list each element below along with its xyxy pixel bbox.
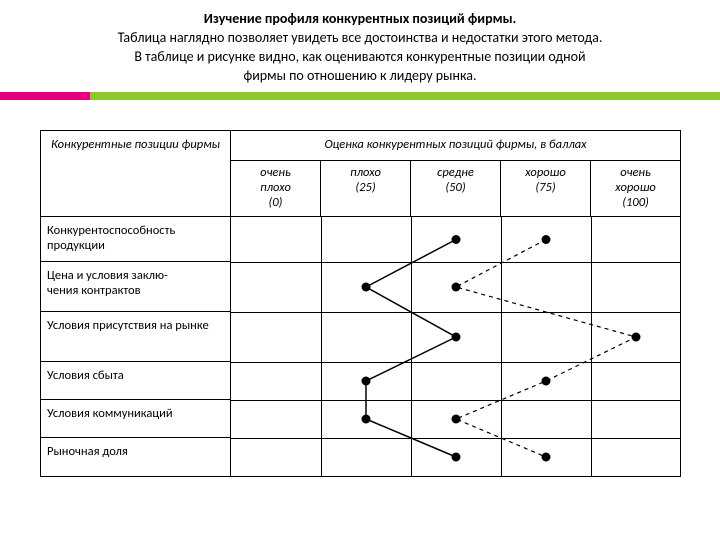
- col-header-4: оченьхорошо(100): [591, 160, 681, 216]
- content-area: Конкурентные позиции фирмы Оценка конкур…: [0, 100, 720, 477]
- row-label-4: Условия коммуникаций: [41, 400, 231, 438]
- accent-bar-green: [90, 92, 720, 100]
- header-right: Оценка конкурентных позиций фирмы, в бал…: [231, 130, 681, 160]
- header-line3: фирмы по отношению к лидеру рынка.: [244, 67, 477, 84]
- col-header-2: средне(50): [411, 160, 501, 216]
- chart-marker: [452, 235, 461, 244]
- header-line2: В таблице и рисунке видно, как оценивают…: [134, 48, 585, 65]
- chart-marker: [362, 282, 371, 291]
- chart-cell: [231, 216, 681, 476]
- chart-marker: [542, 235, 551, 244]
- header-left: Конкурентные позиции фирмы: [41, 130, 231, 216]
- col-header-3: хорошо(75): [501, 160, 591, 216]
- chart-marker: [632, 332, 641, 341]
- row-label-0: Конкурентоспособность продукции: [41, 216, 231, 261]
- chart-marker: [542, 376, 551, 385]
- header-line1: Таблица наглядно позволяет увидеть все д…: [118, 29, 603, 46]
- chart-marker: [452, 282, 461, 291]
- header-title: Изучение профиля конкурентных позиций фи…: [204, 10, 517, 27]
- row-label-5: Рыночная доля: [41, 438, 231, 476]
- accent-bar: [0, 92, 720, 100]
- profile-table: Конкурентные позиции фирмы Оценка конкур…: [40, 130, 681, 477]
- row-label-1: Цена и условия заклю-чения контрактов: [41, 261, 231, 311]
- col-header-1: плохо(25): [321, 160, 411, 216]
- chart-marker: [452, 452, 461, 461]
- chart-marker: [452, 414, 461, 423]
- col-header-0: оченьплохо(0): [231, 160, 321, 216]
- header: Изучение профиля конкурентных позиций фи…: [0, 0, 720, 92]
- chart-marker: [452, 332, 461, 341]
- accent-bar-pink: [0, 92, 90, 100]
- chart-marker: [542, 452, 551, 461]
- row-label-2: Условия присутствия на рынке: [41, 311, 231, 361]
- row-label-3: Условия сбыта: [41, 362, 231, 400]
- chart-marker: [362, 376, 371, 385]
- chart-marker: [362, 414, 371, 423]
- profile-chart: [231, 217, 681, 476]
